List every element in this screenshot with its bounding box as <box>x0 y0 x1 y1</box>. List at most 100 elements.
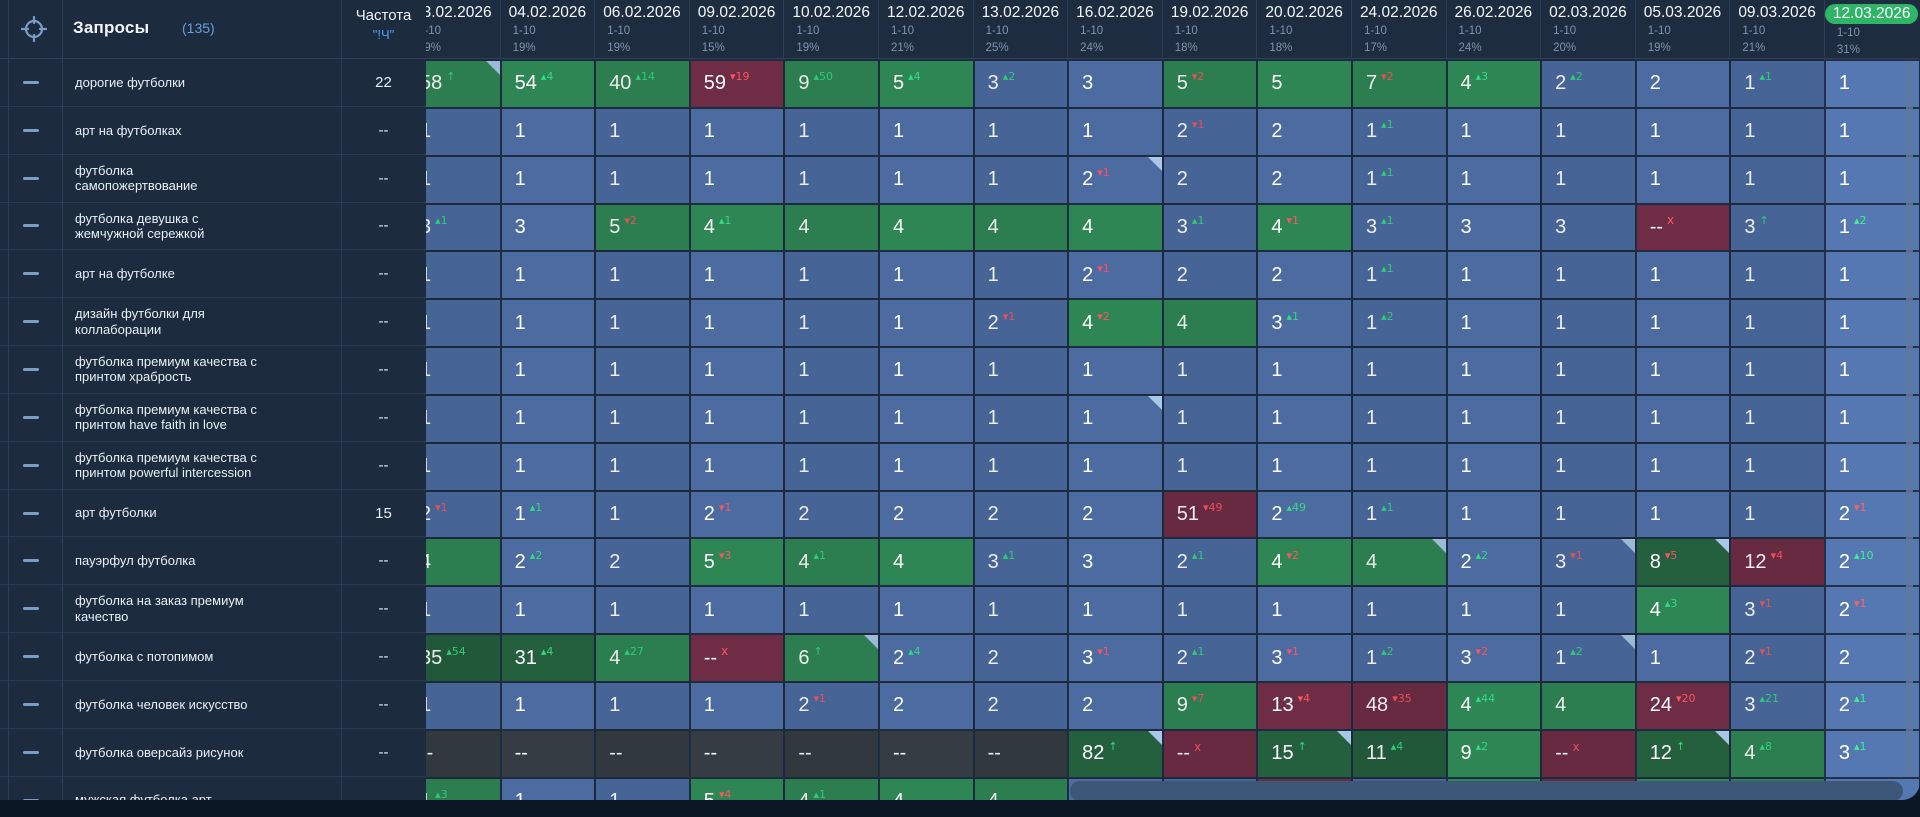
rank-cell[interactable]: 1 <box>1161 346 1257 394</box>
rank-cell[interactable]: 2 <box>972 489 1068 538</box>
query-cell[interactable]: мужская футболка арт <box>62 792 341 800</box>
rank-cell[interactable]: 1 ▴2 <box>1350 298 1446 347</box>
rank-cell[interactable]: 1 <box>972 441 1068 490</box>
row-dash-icon[interactable] <box>0 224 62 228</box>
rank-cell[interactable]: 5 ▾3 <box>688 537 784 586</box>
rank-cell[interactable]: 5 ▾2 <box>594 202 689 251</box>
row-dash-icon[interactable] <box>0 655 62 659</box>
rank-cell[interactable]: 1 <box>1823 154 1919 203</box>
rank-cell[interactable]: 1 <box>499 776 595 800</box>
rank-cell[interactable]: 2 <box>877 680 973 729</box>
rank-cell[interactable]: 1 <box>1350 441 1446 490</box>
rank-cell[interactable]: 2 <box>877 489 973 538</box>
rank-cell[interactable]: 1 <box>594 441 689 490</box>
rank-cell[interactable]: 2 <box>1256 250 1351 299</box>
rank-cell[interactable]: 1 <box>688 298 784 347</box>
rank-cell[interactable]: 1 <box>972 393 1068 442</box>
row-dash-icon[interactable] <box>0 320 62 324</box>
rank-cell[interactable]: 1 <box>1540 250 1635 299</box>
rank-cell[interactable]: 4 <box>972 202 1068 251</box>
rank-cell[interactable]: 1 <box>499 298 595 347</box>
rank-cell[interactable]: 1 <box>1445 298 1541 347</box>
query-cell[interactable]: арт на футболке <box>62 266 341 281</box>
rank-cell[interactable]: 4 <box>1350 537 1446 586</box>
rank-cell[interactable]: 8 ▾5 <box>1634 537 1730 586</box>
date-column-header[interactable]: 02.03.2026 1-10 20% <box>1540 0 1635 59</box>
rank-cell[interactable]: 1 <box>1823 59 1919 107</box>
horizontal-scrollbar-thumb[interactable] <box>1070 781 1903 800</box>
rank-cell[interactable]: 3▴1 <box>1256 298 1351 347</box>
rank-cell[interactable]: 1 <box>1350 393 1446 442</box>
rank-cell[interactable]: -- <box>972 728 1068 777</box>
rank-cell[interactable]: 4 <box>426 537 500 586</box>
rank-cell[interactable]: 1 <box>499 441 595 490</box>
rank-cell[interactable]: 2 <box>1634 59 1730 107</box>
rank-cell[interactable]: 1 <box>877 298 973 347</box>
rank-cell[interactable]: 2 <box>1067 489 1162 538</box>
rank-cell[interactable]: 4 ▾1 <box>1256 202 1351 251</box>
rank-cell[interactable]: 1 ▴3 <box>426 776 500 800</box>
rank-cell[interactable]: 1 <box>1634 489 1730 538</box>
rank-cell[interactable]: 1 <box>688 346 784 394</box>
rank-cell[interactable]: 1 <box>499 393 595 442</box>
rank-cell[interactable]: 1 <box>688 680 784 729</box>
rank-cell[interactable]: 1 <box>426 393 500 442</box>
rank-cell[interactable]: -- <box>688 728 784 777</box>
rank-cell[interactable]: -- x <box>1161 728 1257 777</box>
rank-cell[interactable]: 1 <box>783 250 878 299</box>
rank-cell[interactable]: 2 ▴2 <box>499 537 595 586</box>
rank-cell[interactable]: 1 <box>426 250 500 299</box>
rank-cell[interactable]: 3 <box>1067 537 1162 586</box>
rank-cell[interactable]: 4 ▴44 <box>1445 680 1541 729</box>
rank-cell[interactable]: 59 ▾19 <box>688 59 784 107</box>
date-column-header[interactable]: 04.02.2026 1-10 19% <box>499 0 595 59</box>
rank-cell[interactable]: 2 ▴10 <box>1823 537 1919 586</box>
rank-cell[interactable]: 1 <box>1161 393 1257 442</box>
rank-cell[interactable]: 1 <box>594 776 689 800</box>
rank-cell[interactable]: -- <box>877 728 973 777</box>
rank-cell[interactable]: 2▾1 <box>783 680 878 729</box>
rank-cell[interactable]: 1 <box>877 154 973 203</box>
date-column-header[interactable]: 19.02.2026 1-10 18% <box>1161 0 1257 59</box>
frequency-column-header[interactable]: Частота "!Ч" <box>341 0 426 59</box>
rank-cell[interactable]: 1 <box>1445 106 1541 155</box>
row-dash-icon[interactable] <box>0 511 62 515</box>
rank-cell[interactable]: 4 ▴3 <box>1634 585 1730 634</box>
rank-cell[interactable]: 2 <box>1256 154 1351 203</box>
rank-cell[interactable]: 4 <box>1540 680 1635 729</box>
rank-cell[interactable]: 1 <box>499 106 595 155</box>
query-cell[interactable]: футболка премиум качества с принтом powe… <box>62 450 341 481</box>
rank-cell[interactable]: 1 <box>1256 441 1351 490</box>
rank-cell[interactable]: 1 <box>1634 154 1730 203</box>
rank-cell[interactable]: 2▾1 <box>1067 154 1162 203</box>
rank-cell[interactable]: 4▴1 <box>783 776 878 800</box>
rank-cell[interactable]: -- <box>594 728 689 777</box>
rank-cell[interactable]: 1 <box>1067 346 1162 394</box>
rank-cell[interactable]: 4 ▴27 <box>594 633 689 681</box>
rank-cell[interactable]: 4 <box>877 776 973 800</box>
rank-cell[interactable]: 1 <box>1161 585 1257 634</box>
rank-cell[interactable]: 1 <box>499 154 595 203</box>
rank-cell[interactable]: 4▴1 <box>688 202 784 251</box>
date-column-header[interactable]: 09.02.2026 1-10 15% <box>688 0 784 59</box>
rank-cell[interactable]: 2 ▴1 <box>1161 633 1257 681</box>
rank-cell[interactable]: 2 ▴1 <box>1161 537 1257 586</box>
rank-cell[interactable]: 1 <box>1445 489 1541 538</box>
rank-cell[interactable]: 9 ▴2 <box>1445 728 1541 777</box>
query-cell[interactable]: футболка премиум качества с принтом храб… <box>62 354 341 385</box>
rank-cell[interactable]: 1 <box>594 393 689 442</box>
rank-cell[interactable]: 1 <box>1540 489 1635 538</box>
date-column-header[interactable]: 09.03.2026 1-10 21% <box>1729 0 1824 59</box>
rank-cell[interactable]: 1 <box>1729 393 1824 442</box>
rank-cell[interactable]: 1 <box>1256 393 1351 442</box>
rank-cell[interactable]: 4 <box>783 202 878 251</box>
rank-cell[interactable]: 1 <box>1256 346 1351 394</box>
rank-cell[interactable]: 1 <box>1634 250 1730 299</box>
date-column-header[interactable]: 03.02.2026 1-10 19% <box>426 0 500 59</box>
date-column-header[interactable]: 05.03.2026 1-10 19% <box>1634 0 1730 59</box>
rank-cell[interactable]: 1 <box>1350 585 1446 634</box>
rank-cell[interactable]: 1 <box>1540 298 1635 347</box>
rank-cell[interactable]: -- x <box>1540 728 1635 777</box>
rank-cell[interactable]: 1 <box>783 106 878 155</box>
row-dash-icon[interactable] <box>0 415 62 419</box>
